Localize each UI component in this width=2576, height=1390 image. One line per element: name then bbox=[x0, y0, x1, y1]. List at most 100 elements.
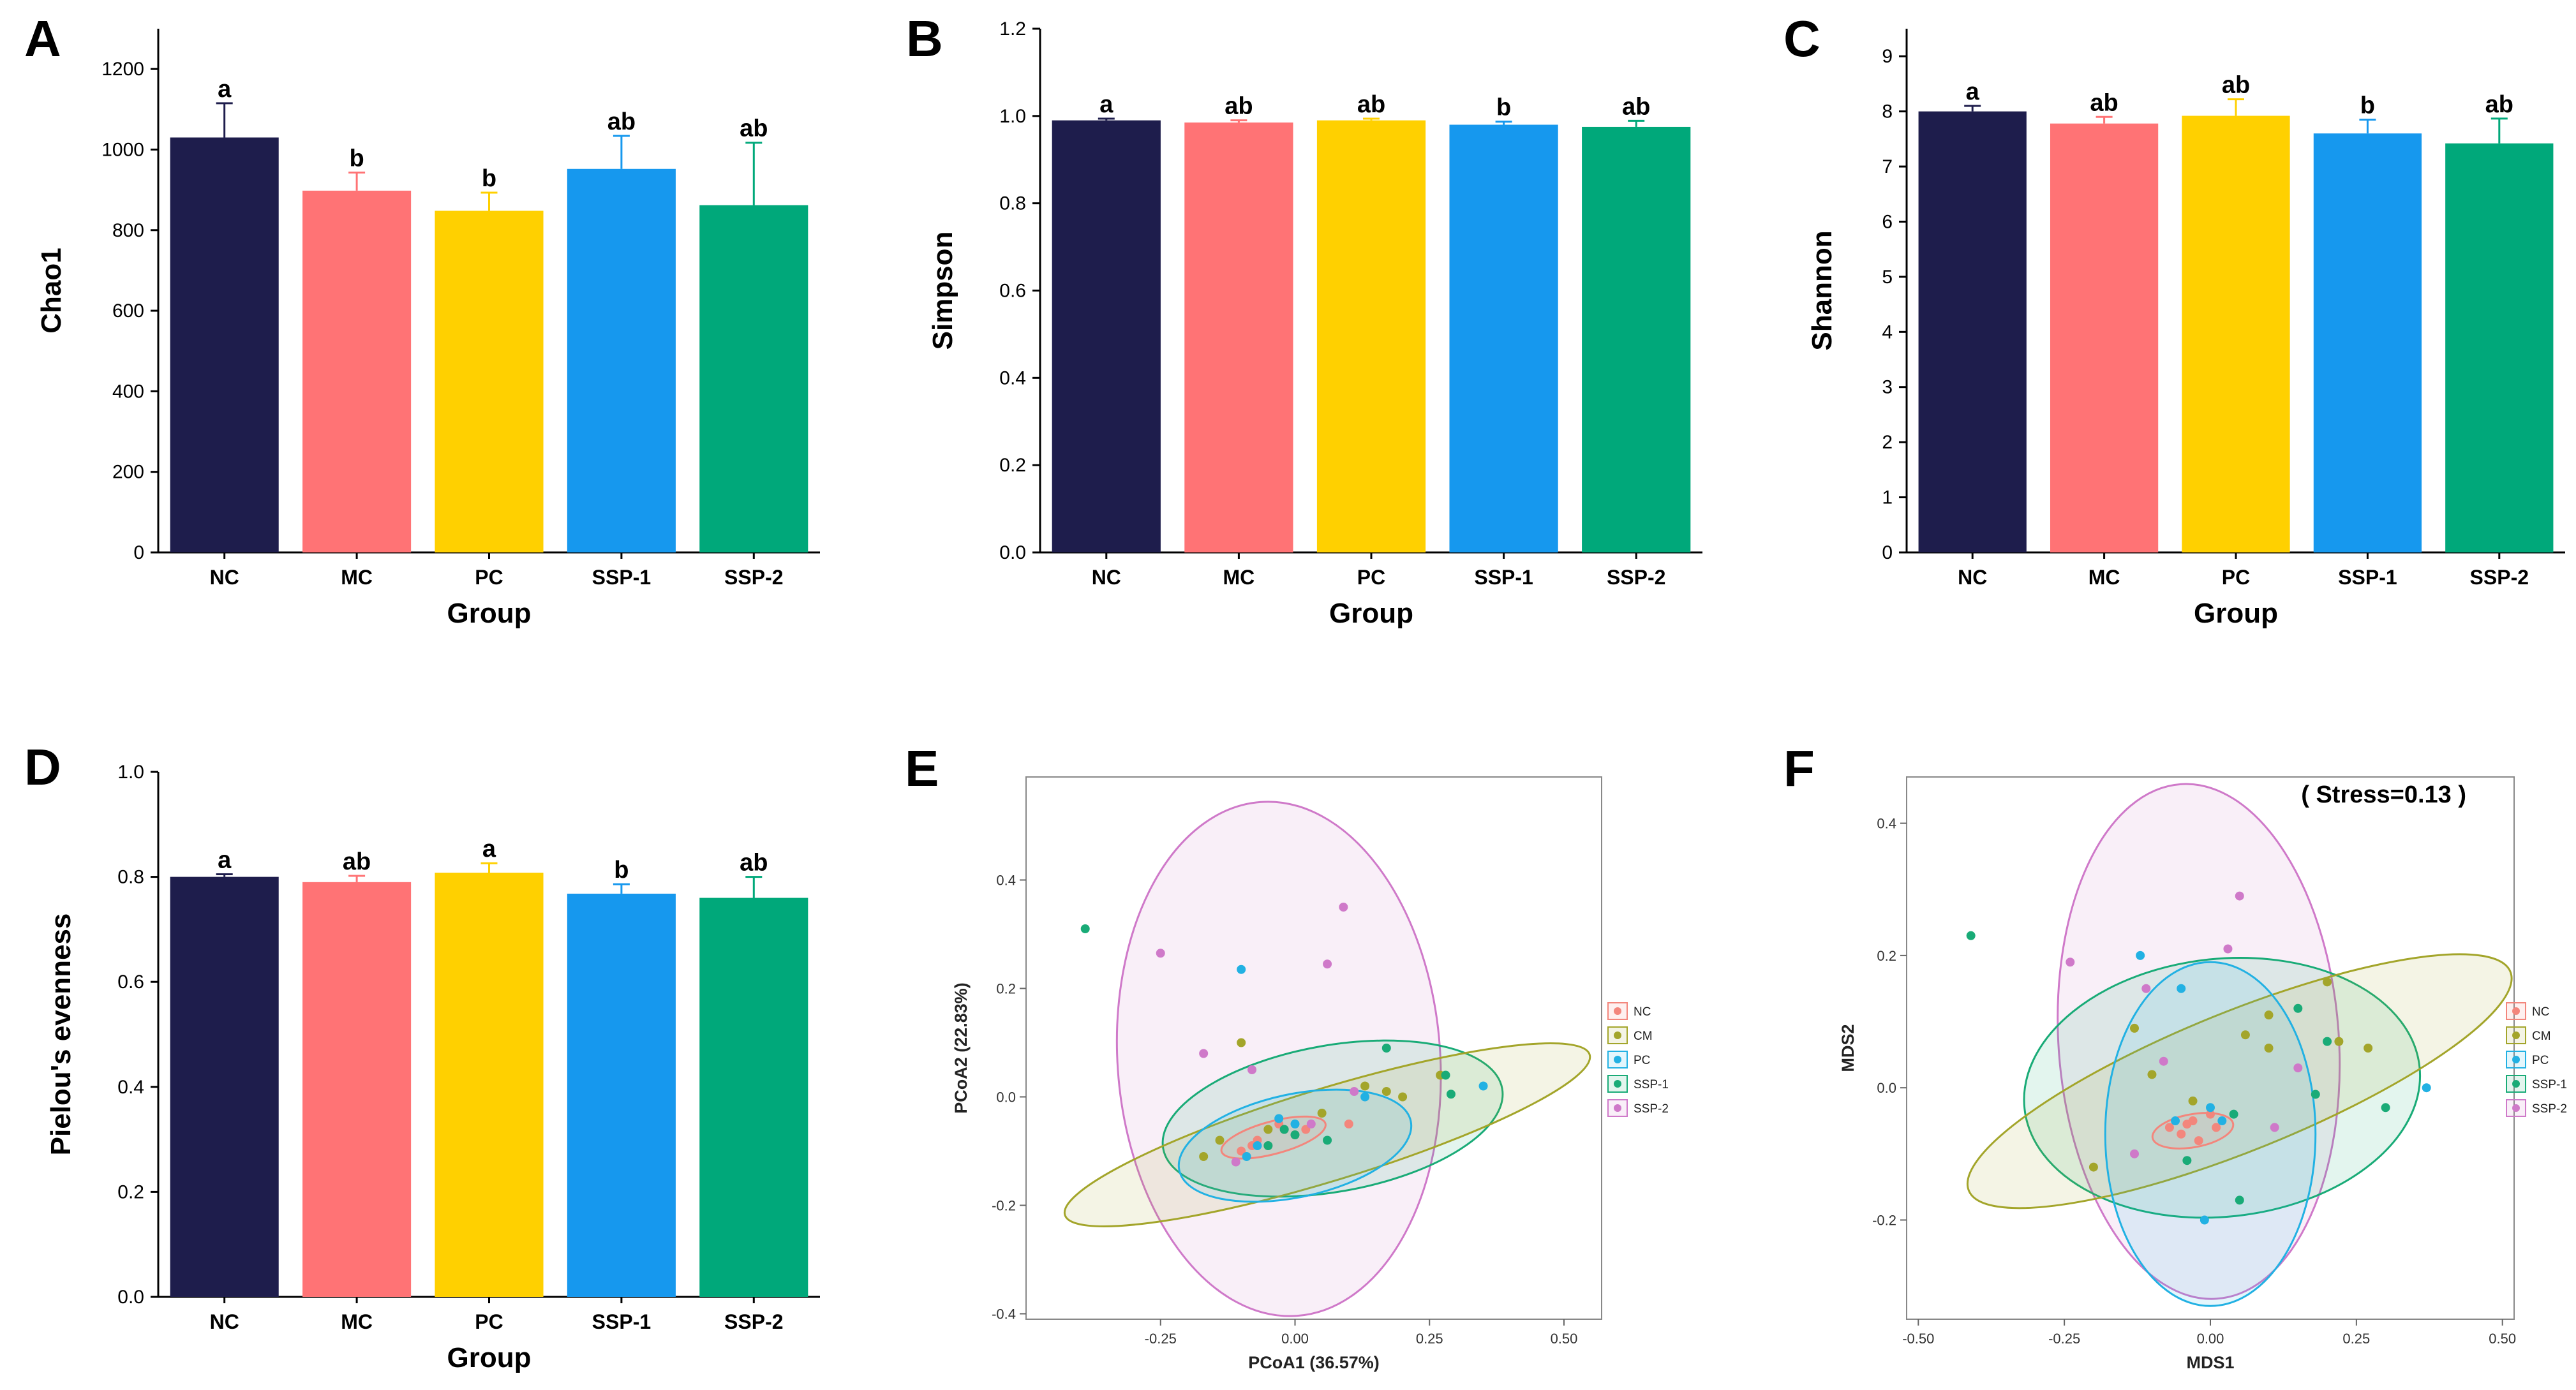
y-tick-label: 3 bbox=[1882, 377, 1893, 398]
confidence-ellipse-nc bbox=[1220, 1115, 1327, 1160]
bar-nc bbox=[1052, 120, 1161, 553]
significance-label-nc: a bbox=[218, 76, 232, 103]
bar-nc bbox=[170, 137, 279, 552]
y-tick-label: 400 bbox=[112, 381, 144, 402]
data-point-cm bbox=[2130, 1023, 2139, 1033]
y-tick-label: 1 bbox=[1882, 487, 1893, 508]
data-point-ssp-1 bbox=[2323, 1037, 2332, 1046]
y-tick-label: 0.0 bbox=[117, 1287, 144, 1308]
x-tick-label-nc: NC bbox=[210, 1310, 239, 1333]
x-axis-title: MDS1 bbox=[2186, 1353, 2234, 1372]
x-tick-label-ssp-1: SSP-1 bbox=[592, 566, 651, 589]
y-tick-label: -0.2 bbox=[1872, 1213, 1896, 1229]
data-point-pc bbox=[1478, 1081, 1488, 1091]
y-axis-title: Chao1 bbox=[36, 248, 67, 333]
plot-area bbox=[1966, 783, 2513, 1307]
x-tick-label: 0.25 bbox=[2342, 1331, 2370, 1347]
data-point-ssp-2 bbox=[1339, 903, 1348, 912]
legend-marker-ssp-2 bbox=[2512, 1104, 2520, 1112]
data-point-cm bbox=[1199, 1152, 1209, 1161]
y-tick-label: 600 bbox=[112, 300, 144, 322]
y-tick-label: 1.2 bbox=[999, 18, 1026, 40]
data-point-ssp-1 bbox=[2311, 1090, 2320, 1099]
data-point-ssp-2 bbox=[2159, 1056, 2168, 1066]
x-tick-label-nc: NC bbox=[1092, 566, 1121, 589]
data-point-ssp-2 bbox=[1247, 1065, 1257, 1074]
data-point-cm bbox=[2264, 1044, 2274, 1053]
legend-label-ssp-1: SSP-1 bbox=[1634, 1078, 1669, 1091]
y-tick-label: 7 bbox=[1882, 156, 1893, 177]
data-point-pc bbox=[2200, 1215, 2209, 1225]
legend-label-cm: CM bbox=[2532, 1030, 2551, 1043]
significance-label-nc: a bbox=[1966, 78, 1980, 105]
bar-ssp-1 bbox=[1449, 124, 1558, 552]
data-point-pc bbox=[1360, 1092, 1370, 1102]
x-tick-label-ssp-1: SSP-1 bbox=[2338, 566, 2397, 589]
data-point-ssp-1 bbox=[1323, 1135, 1332, 1145]
significance-label-mc: ab bbox=[2090, 89, 2118, 116]
data-point-cm bbox=[2334, 1037, 2344, 1046]
data-point-cm bbox=[2240, 1030, 2250, 1040]
data-point-cm bbox=[2188, 1096, 2198, 1105]
panel-e-pcoa-scatter: E -0.25 0.00 0.25 0.50 -0.4 -0.2 0.0 0.2 0.4 PCoA1… bbox=[905, 740, 1669, 1372]
data-point-cm bbox=[2088, 1162, 2098, 1172]
significance-label-mc: b bbox=[349, 145, 364, 172]
x-tick-label-nc: NC bbox=[1958, 566, 1987, 589]
data-point-pc bbox=[2171, 1116, 2180, 1126]
data-point-ssp-1 bbox=[1279, 1125, 1289, 1134]
y-tick-label: 0 bbox=[1882, 542, 1893, 563]
significance-label-pc: ab bbox=[1357, 91, 1385, 118]
panel-letter: A bbox=[24, 10, 61, 67]
data-point-pc bbox=[1290, 1120, 1300, 1128]
data-point-pc bbox=[2136, 950, 2145, 960]
legend-marker-pc bbox=[2512, 1056, 2520, 1063]
data-point-cm bbox=[1263, 1125, 1273, 1134]
panel-c-shannon-bar-chart: C 0 1 2 3 4 5 6 7 8 9 a NC ab MC ab PC b SSP-1 ab SSP-2 Group… bbox=[1783, 10, 2565, 629]
y-tick-label: -0.4 bbox=[992, 1306, 1016, 1322]
significance-label-nc: a bbox=[218, 847, 232, 873]
data-point-pc bbox=[1253, 1141, 1262, 1150]
bar-ssp-2 bbox=[699, 205, 808, 552]
significance-label-ssp-1: b bbox=[1496, 94, 1511, 121]
y-tick-label: 0.2 bbox=[1877, 948, 1896, 964]
bar-pc bbox=[435, 211, 544, 552]
significance-label-pc: b bbox=[482, 165, 496, 192]
panel-b-simpson-bar-chart: B 0.0 0.2 0.4 0.6 0.8 1.0 1.2 a NC ab MC ab PC b SSP-1 a… bbox=[906, 10, 1702, 629]
panel-f-nmds-scatter: F -0.50 -0.25 0.00 0.25 0.50 -0.2 0.0 0.2 0.4 MDS1… bbox=[1783, 740, 2567, 1372]
y-axis-title: MDS2 bbox=[1838, 1024, 1858, 1072]
bar-nc bbox=[1918, 111, 2027, 552]
x-tick-label-ssp-1: SSP-1 bbox=[1474, 566, 1533, 589]
data-point-ssp-1 bbox=[1446, 1090, 1456, 1099]
bar-mc bbox=[302, 882, 412, 1297]
x-tick-label-pc: PC bbox=[1357, 566, 1385, 589]
x-tick-label-ssp-2: SSP-2 bbox=[724, 566, 783, 589]
bar-mc bbox=[302, 190, 412, 553]
data-point-ssp-1 bbox=[2381, 1103, 2390, 1113]
y-tick-label: 2 bbox=[1882, 432, 1893, 453]
data-point-ssp-2 bbox=[1350, 1087, 1359, 1096]
significance-label-ssp-2: ab bbox=[1622, 93, 1650, 120]
data-point-cm bbox=[2264, 1010, 2274, 1020]
data-point-ssp-2 bbox=[2235, 891, 2244, 901]
data-point-ssp-2 bbox=[2066, 957, 2075, 967]
x-tick-label-ssp-2: SSP-2 bbox=[2470, 566, 2529, 589]
y-tick-label: -0.2 bbox=[992, 1198, 1016, 1214]
y-tick-label: 1.0 bbox=[117, 762, 144, 783]
data-point-cm bbox=[2147, 1070, 2157, 1079]
data-point-cm bbox=[1317, 1109, 1327, 1118]
data-point-nc bbox=[2182, 1120, 2192, 1129]
x-tick-label-nc: NC bbox=[210, 566, 239, 589]
y-tick-label: 8 bbox=[1882, 101, 1893, 122]
y-tick-label: 4 bbox=[1882, 322, 1893, 343]
data-point-nc bbox=[1237, 1146, 1246, 1156]
data-point-nc bbox=[2206, 1109, 2215, 1119]
data-point-nc bbox=[1344, 1120, 1353, 1128]
y-axis-title: Pielou's evenness bbox=[45, 913, 77, 1156]
data-point-ssp-2 bbox=[2141, 984, 2151, 993]
x-tick-label-ssp-1: SSP-1 bbox=[592, 1310, 651, 1333]
bar-ssp-1 bbox=[567, 893, 676, 1297]
panel-a-chao1-bar-chart: A 0 200 400 600 800 1000 1200 a NC b MC b PC ab SSP-1 ab… bbox=[24, 10, 820, 629]
data-point-cm bbox=[2364, 1044, 2373, 1053]
y-axis-title: Shannon bbox=[1806, 230, 1838, 350]
